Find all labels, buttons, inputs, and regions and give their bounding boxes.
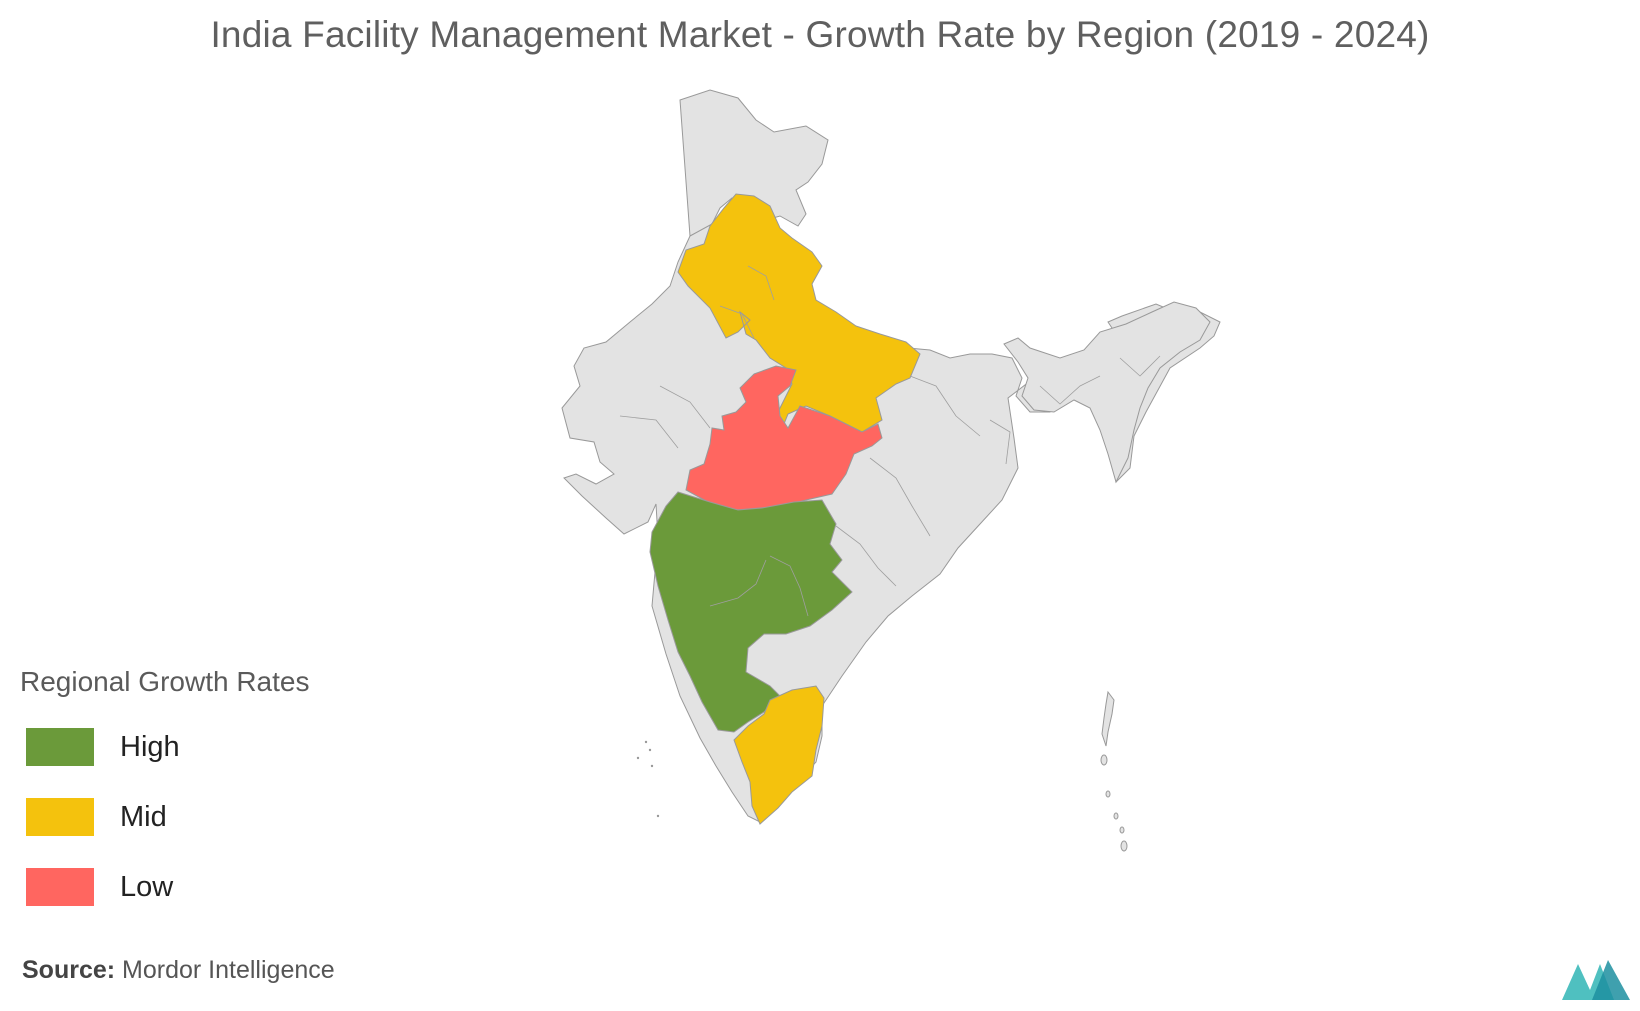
lakshadweep-islands — [636, 740, 660, 818]
source-label: Source: — [22, 956, 116, 984]
legend-label-low: Low — [120, 870, 174, 903]
legend: Regional Growth Rates High Mid Low — [20, 666, 380, 938]
region-mid-tamil-nadu — [733, 685, 825, 825]
india-map-svg — [561, 89, 1221, 852]
source-text: Mordor Intelligence — [122, 956, 335, 984]
chart-title: India Facility Management Market - Growt… — [210, 14, 1430, 55]
legend-item-low: Low — [20, 868, 380, 906]
legend-item-high: High — [20, 728, 380, 766]
region-high-south-west — [649, 491, 853, 733]
andaman-nicobar-islands — [1100, 690, 1128, 852]
legend-title: Regional Growth Rates — [20, 666, 310, 697]
legend-item-mid: Mid — [20, 798, 380, 836]
legend-label-mid: Mid — [120, 800, 167, 833]
mordor-intelligence-logo-icon — [1560, 950, 1632, 1002]
region-low-central — [685, 365, 883, 511]
legend-swatch-high — [26, 728, 94, 766]
source-note: Source: Mordor Intelligence — [22, 956, 335, 985]
legend-label-high: High — [120, 730, 180, 763]
india-map — [560, 86, 1280, 916]
region-base-northeast — [1003, 301, 1211, 484]
legend-swatch-low — [26, 868, 94, 906]
legend-swatch-mid — [26, 798, 94, 836]
state-borders — [619, 265, 1161, 617]
